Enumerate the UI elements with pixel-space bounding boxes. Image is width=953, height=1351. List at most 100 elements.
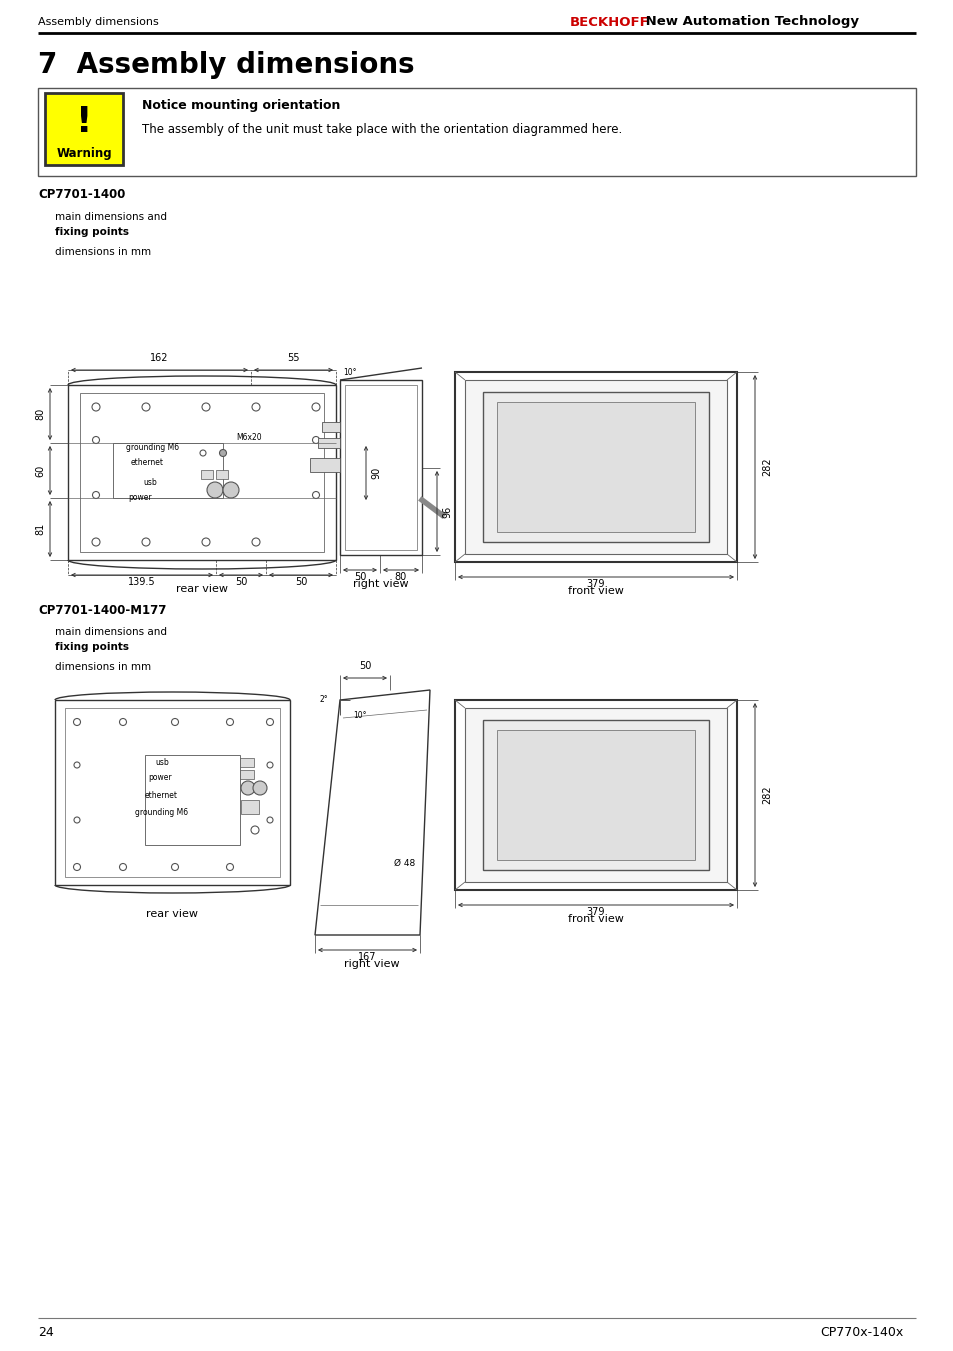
Circle shape: [253, 781, 267, 794]
Text: 10°: 10°: [343, 367, 356, 377]
Text: main dimensions and: main dimensions and: [55, 627, 167, 638]
Circle shape: [267, 762, 273, 767]
Circle shape: [251, 825, 258, 834]
Circle shape: [73, 719, 80, 725]
Circle shape: [266, 719, 274, 725]
Bar: [464, 708, 726, 882]
Bar: [65, 708, 280, 877]
Bar: [112, 443, 223, 499]
Circle shape: [226, 863, 233, 870]
Circle shape: [202, 403, 210, 411]
Circle shape: [350, 850, 390, 890]
Bar: [339, 380, 421, 555]
Text: 50: 50: [294, 577, 307, 586]
Bar: [80, 393, 324, 553]
Text: 24: 24: [38, 1327, 53, 1339]
Text: BECKHOFF: BECKHOFF: [569, 15, 649, 28]
Circle shape: [312, 403, 319, 411]
Text: dimensions in mm: dimensions in mm: [55, 247, 151, 257]
Circle shape: [267, 817, 273, 823]
Bar: [145, 755, 240, 844]
Bar: [240, 770, 253, 780]
Circle shape: [172, 719, 178, 725]
Circle shape: [92, 436, 99, 443]
Text: M6x20: M6x20: [235, 434, 261, 442]
Circle shape: [119, 863, 127, 870]
Circle shape: [241, 781, 254, 794]
Bar: [464, 380, 726, 554]
Bar: [482, 720, 708, 870]
Text: 379: 379: [586, 580, 604, 589]
Text: 139.5: 139.5: [128, 577, 155, 586]
Text: rear view: rear view: [146, 909, 198, 919]
Circle shape: [313, 436, 319, 443]
Circle shape: [119, 719, 127, 725]
Text: New Automation Technology: New Automation Technology: [640, 15, 858, 28]
Bar: [215, 470, 228, 480]
Circle shape: [142, 538, 150, 546]
Bar: [497, 403, 695, 532]
Bar: [322, 422, 339, 432]
Text: Assembly dimensions: Assembly dimensions: [38, 18, 158, 27]
Text: 50: 50: [358, 661, 371, 671]
Circle shape: [219, 450, 226, 457]
Circle shape: [252, 538, 260, 546]
Bar: [482, 392, 708, 542]
Text: The assembly of the unit must take place with the orientation diagrammed here.: The assembly of the unit must take place…: [142, 123, 621, 136]
Circle shape: [142, 403, 150, 411]
Text: CP7701-1400-M177: CP7701-1400-M177: [38, 604, 166, 616]
Text: !: !: [75, 105, 92, 139]
Bar: [455, 372, 737, 562]
Text: 50: 50: [354, 571, 366, 582]
Bar: [317, 438, 339, 449]
Bar: [240, 758, 253, 767]
Circle shape: [92, 492, 99, 499]
Text: right view: right view: [344, 959, 399, 969]
Circle shape: [74, 817, 80, 823]
Text: 81: 81: [35, 523, 45, 535]
Text: usb: usb: [154, 758, 169, 767]
Text: 80: 80: [35, 408, 45, 420]
Text: power: power: [128, 493, 152, 503]
Text: 7  Assembly dimensions: 7 Assembly dimensions: [38, 51, 415, 78]
Bar: [455, 700, 737, 890]
Text: Warning: Warning: [56, 147, 112, 161]
Bar: [55, 700, 290, 885]
Text: front view: front view: [567, 586, 623, 596]
Bar: [45, 93, 123, 165]
Text: power: power: [148, 773, 172, 782]
Text: fixing points: fixing points: [55, 227, 129, 236]
Text: grounding M6: grounding M6: [126, 443, 179, 453]
Circle shape: [207, 482, 223, 499]
Text: Ø 48: Ø 48: [394, 859, 415, 867]
Text: 379: 379: [586, 907, 604, 917]
Text: 282: 282: [761, 786, 771, 804]
Text: ethernet: ethernet: [131, 458, 164, 467]
Text: 2°: 2°: [319, 694, 328, 704]
Circle shape: [74, 762, 80, 767]
Circle shape: [367, 867, 373, 873]
Text: 162: 162: [150, 353, 169, 363]
Text: right view: right view: [353, 580, 409, 589]
Bar: [310, 458, 339, 471]
Text: 282: 282: [761, 458, 771, 477]
Polygon shape: [314, 690, 430, 935]
Text: main dimensions and: main dimensions and: [55, 212, 167, 222]
Circle shape: [73, 863, 80, 870]
Circle shape: [226, 719, 233, 725]
Bar: [241, 800, 258, 815]
Text: 55: 55: [287, 353, 299, 363]
Circle shape: [202, 538, 210, 546]
Text: usb: usb: [143, 478, 156, 486]
Text: fixing points: fixing points: [55, 642, 129, 653]
Text: CP770x-140x: CP770x-140x: [820, 1327, 902, 1339]
Text: dimensions in mm: dimensions in mm: [55, 662, 151, 671]
Bar: [345, 385, 416, 550]
Circle shape: [223, 482, 239, 499]
Text: 60: 60: [35, 465, 45, 477]
Text: Notice mounting orientation: Notice mounting orientation: [142, 100, 340, 112]
Text: front view: front view: [567, 915, 623, 924]
Circle shape: [252, 403, 260, 411]
Circle shape: [91, 538, 100, 546]
Circle shape: [313, 492, 319, 499]
